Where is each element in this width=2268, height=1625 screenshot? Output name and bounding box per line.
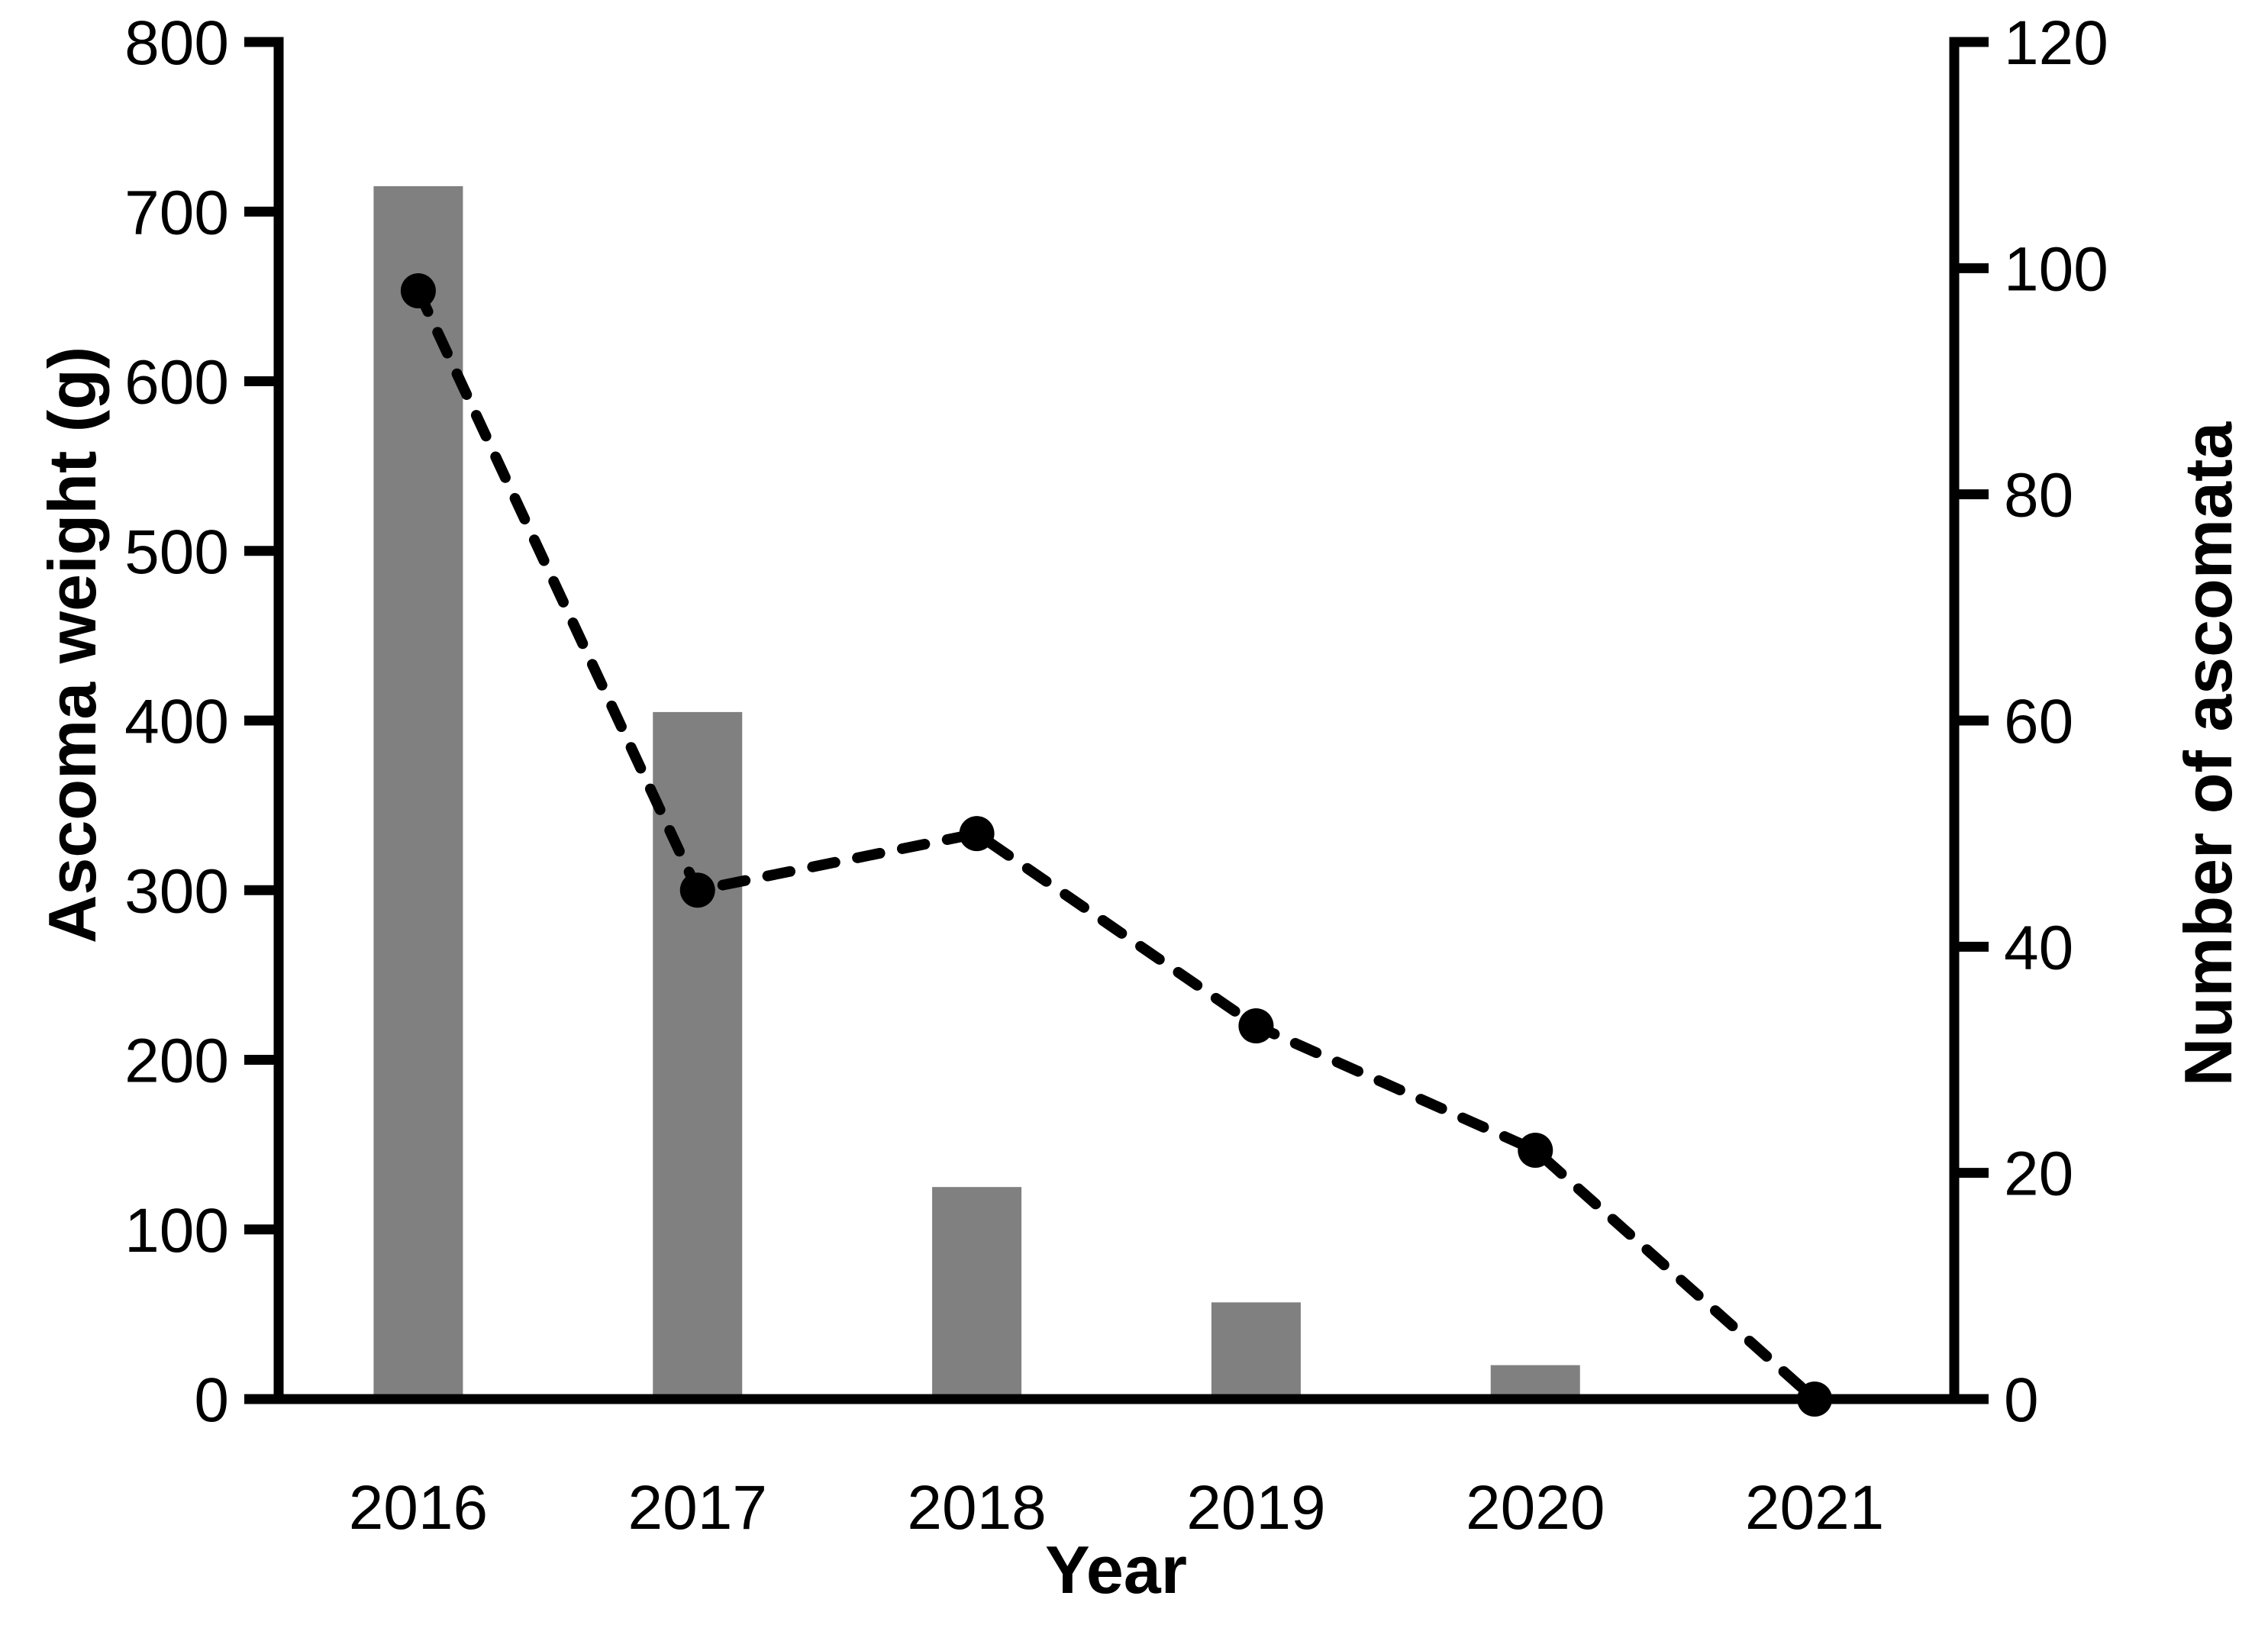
bar-2020 [1490,1365,1580,1399]
right-axis-tick-label: 80 [2004,461,2073,530]
right-axis-title: Number of ascomata [2170,421,2246,1087]
x-tick-label-2018: 2018 [907,1473,1046,1543]
left-axis-tick-label: 800 [124,8,229,78]
left-axis-title: Ascoma weight (g) [34,346,110,944]
left-axis-tick-label: 600 [124,348,229,418]
x-tick-label-2016: 2016 [349,1473,488,1543]
x-tick-label-2017: 2017 [628,1473,767,1543]
marker-2020 [1518,1133,1553,1169]
left-axis-tick-label: 200 [124,1027,229,1096]
bar-2017 [653,711,743,1399]
left-axis-tick-label: 700 [124,178,229,247]
bar-2016 [373,185,463,1400]
right-axis-tick-label: 120 [2004,8,2108,78]
marker-2017 [679,872,715,908]
right-axis-tick-label: 100 [2004,234,2108,304]
left-axis-tick-label: 300 [124,856,229,926]
x-axis-title: Year [1045,1532,1187,1607]
bar-2018 [932,1187,1022,1399]
x-tick-label-2021: 2021 [1745,1473,1884,1543]
left-axis-tick-label: 500 [124,517,229,587]
left-axis-tick-label: 400 [124,687,229,756]
marker-2021 [1797,1382,1833,1417]
x-tick-label-2019: 2019 [1186,1473,1325,1543]
left-axis-tick-label: 0 [194,1365,229,1435]
right-axis-tick-label: 60 [2004,687,2073,756]
right-axis-tick-label: 0 [2004,1365,2039,1435]
bar-2019 [1211,1302,1301,1399]
marker-2016 [400,272,436,308]
ascomata-line [412,285,1821,1404]
x-tick-label-2020: 2020 [1466,1473,1605,1543]
marker-2018 [959,816,995,852]
right-axis-tick-label: 20 [2004,1140,2073,1209]
right-axis-tick-label: 40 [2004,913,2073,982]
left-axis-tick-label: 100 [124,1196,229,1266]
marker-2019 [1238,1008,1274,1044]
